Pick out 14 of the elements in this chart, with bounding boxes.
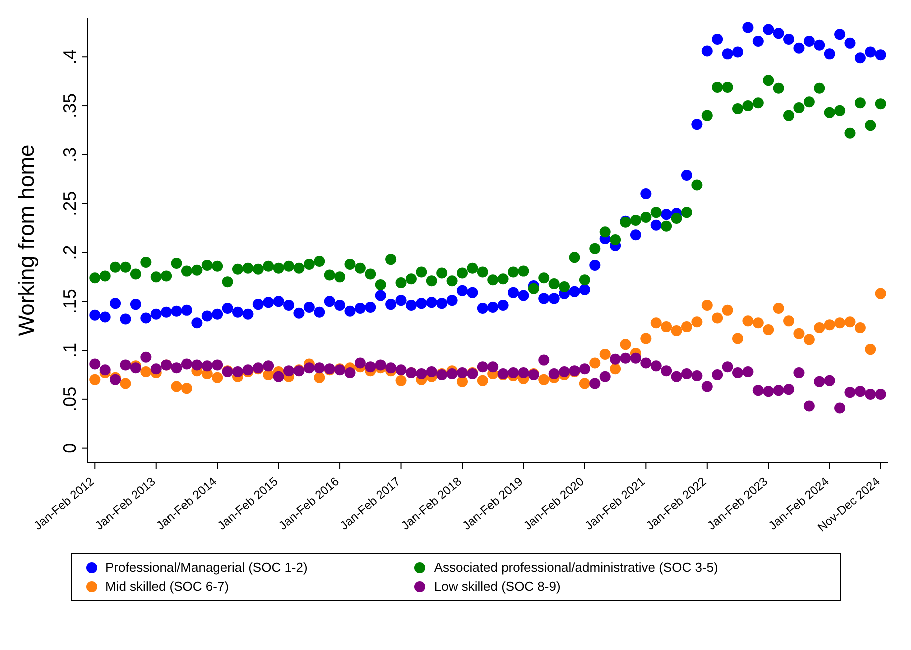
y-tick-label: .4 [60,50,80,65]
y-tick-label: .15 [60,289,80,314]
legend-label: Low skilled (SOC 8-9) [434,579,561,594]
y-axis-title: Working from home [14,144,39,336]
legend-label: Professional/Managerial (SOC 1-2) [106,560,308,575]
legend-label: Associated professional/administrative (SOC 3-5) [434,560,718,575]
y-tick-label: .35 [60,94,80,119]
y-tick-label: .05 [60,386,80,412]
y-tick-label: .2 [60,245,80,260]
y-tick-label: .3 [60,147,80,162]
y-tick-label: .1 [60,343,80,358]
legend-label: Mid skilled (SOC 6-7) [106,579,230,594]
y-tick-label: .25 [60,191,80,216]
y-tick-label: 0 [60,443,80,454]
